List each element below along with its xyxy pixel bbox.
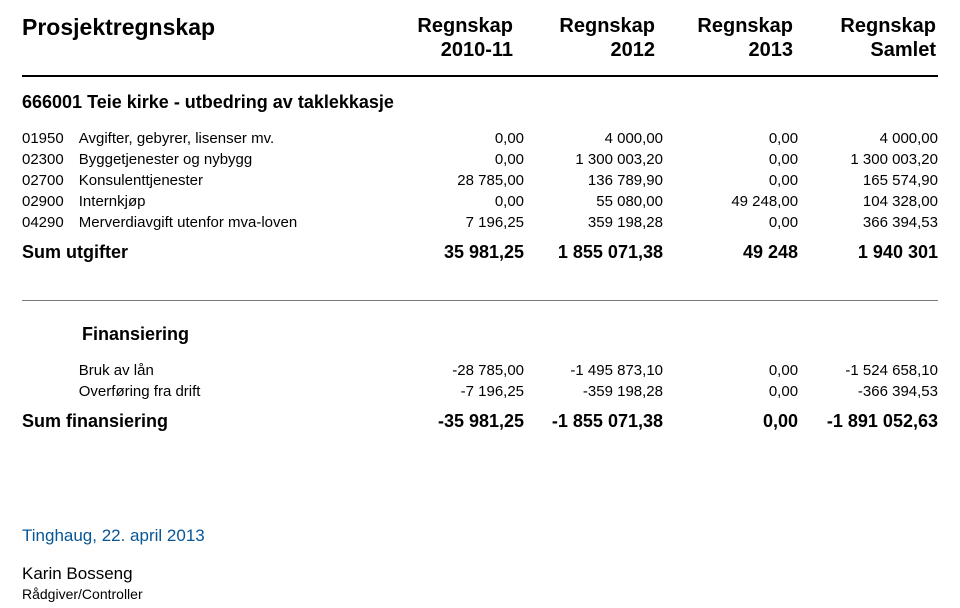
col-header-2012: Regnskap 2012	[513, 14, 655, 62]
section-rule	[22, 300, 938, 301]
header-rule	[22, 75, 938, 77]
table-row: 02700 Konsulenttjenester 28 785,00 136 7…	[22, 170, 938, 191]
financing-table: Bruk av lån -28 785,00 -1 495 873,10 0,0…	[22, 360, 938, 434]
financing-title: Finansiering	[82, 324, 189, 345]
table-row: 02300 Byggetjenester og nybygg 0,00 1 30…	[22, 149, 938, 170]
project-title: 666001 Teie kirke - utbedring av taklekk…	[22, 92, 394, 113]
table-row: 04290 Merverdiavgift utenfor mva-loven 7…	[22, 212, 938, 233]
column-headers: Regnskap 2010-11 Regnskap 2012 Regnskap …	[378, 14, 938, 62]
col-header-2010-11: Regnskap 2010-11	[378, 14, 513, 62]
sum-financing-row: Sum finansiering -35 981,25 -1 855 071,3…	[22, 408, 938, 434]
signature-name: Karin Bosseng	[22, 564, 133, 584]
col-header-2013: Regnskap 2013	[655, 14, 793, 62]
table-row: Overføring fra drift -7 196,25 -359 198,…	[22, 381, 938, 402]
col-header-samlet: Regnskap Samlet	[793, 14, 936, 62]
signature-role: Rådgiver/Controller	[22, 586, 143, 602]
table-row: 02900 Internkjøp 0,00 55 080,00 49 248,0…	[22, 191, 938, 212]
sum-expenses-row: Sum utgifter 35 981,25 1 855 071,38 49 2…	[22, 239, 938, 265]
table-row: 01950 Avgifter, gebyrer, lisenser mv. 0,…	[22, 128, 938, 149]
expenses-table: 01950 Avgifter, gebyrer, lisenser mv. 0,…	[22, 128, 938, 265]
report-header: Prosjektregnskap Regnskap 2010-11 Regnsk…	[22, 14, 938, 41]
footer-place-date: Tinghaug, 22. april 2013	[22, 526, 205, 546]
table-row: Bruk av lån -28 785,00 -1 495 873,10 0,0…	[22, 360, 938, 381]
report-title: Prosjektregnskap	[22, 14, 215, 41]
